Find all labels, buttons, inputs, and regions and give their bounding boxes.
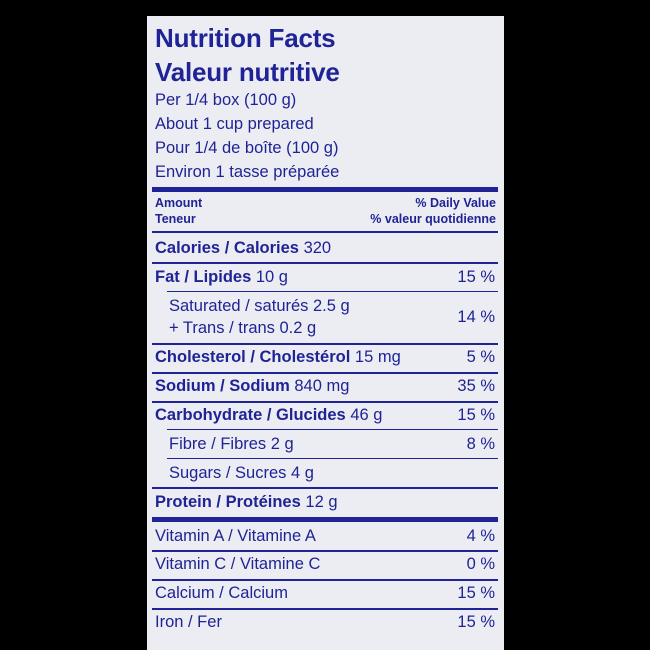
carbohydrate-amount: 46 g bbox=[350, 406, 383, 424]
rule-fat bbox=[167, 291, 498, 292]
rule-calories bbox=[152, 262, 498, 264]
rule-sugars bbox=[152, 487, 498, 489]
carbohydrate-row: Carbohydrate / Glucides 46 g 15 % bbox=[155, 405, 495, 425]
vitamin-a-label: Vitamin A / Vitamine A bbox=[155, 527, 316, 545]
rule-cholesterol bbox=[152, 372, 498, 374]
vitamin-c-dv: 0 % bbox=[466, 555, 495, 573]
rule-sodium bbox=[152, 401, 498, 403]
vitamin-a-row: Vitamin A / Vitamine A 4 % bbox=[155, 526, 495, 546]
calcium-label: Calcium / Calcium bbox=[155, 584, 288, 602]
cholesterol-amount: 15 mg bbox=[354, 348, 401, 366]
saturated-line: Saturated / saturés 2.5 g bbox=[169, 297, 350, 315]
thick-rule-vitamins bbox=[152, 517, 498, 522]
sodium-amount: 840 mg bbox=[294, 377, 350, 395]
calories-row: Calories / Calories 320 bbox=[155, 238, 495, 258]
iron-label: Iron / Fer bbox=[155, 613, 222, 631]
rule-vitamin-a bbox=[152, 550, 498, 552]
sugars-label: Sugars / Sucres 4 g bbox=[169, 464, 314, 482]
fat-row: Fat / Lipides 10 g 15 % bbox=[155, 267, 495, 287]
fat-label: Fat / Lipides bbox=[155, 268, 252, 286]
serving-cups-fr: Environ 1 tasse préparée bbox=[155, 163, 340, 181]
rule-calcium bbox=[152, 608, 498, 610]
header-dv-en: % Daily Value bbox=[415, 196, 496, 210]
header-amount-row: Amount % Daily Value bbox=[155, 196, 496, 211]
header-dv-fr: % valeur quotidienne bbox=[370, 212, 496, 226]
calories-value: 320 bbox=[303, 239, 332, 257]
serving-cups-en: About 1 cup prepared bbox=[155, 115, 314, 133]
thick-rule-top bbox=[152, 187, 498, 192]
rule-fibre bbox=[167, 458, 498, 459]
rule-saturated bbox=[152, 343, 498, 345]
sugars-row: Sugars / Sucres 4 g bbox=[169, 463, 495, 483]
fat-amount: 10 g bbox=[255, 268, 288, 286]
cholesterol-label: Cholesterol / Cholestérol bbox=[155, 348, 351, 366]
protein-row: Protein / Protéines 12 g bbox=[155, 492, 495, 512]
fibre-dv: 8 % bbox=[466, 435, 495, 453]
title-french: Valeur nutritive bbox=[155, 57, 340, 87]
saturated-row: Saturated / saturés 2.5 g + Trans / tran… bbox=[169, 295, 495, 339]
rule-carbohydrate bbox=[167, 429, 498, 430]
rule-header bbox=[152, 231, 498, 233]
carbohydrate-dv: 15 % bbox=[457, 406, 495, 424]
sodium-label: Sodium / Sodium bbox=[155, 377, 290, 395]
cholesterol-row: Cholesterol / Cholestérol 15 mg 5 % bbox=[155, 347, 495, 367]
calcium-row: Calcium / Calcium 15 % bbox=[155, 583, 495, 603]
sodium-row: Sodium / Sodium 840 mg 35 % bbox=[155, 376, 495, 396]
nutrition-facts-panel: Nutrition Facts Valeur nutritive Per 1/4… bbox=[147, 16, 504, 650]
rule-vitamin-c bbox=[152, 579, 498, 581]
header-amount-fr: Teneur bbox=[155, 212, 196, 226]
protein-label: Protein / Protéines bbox=[155, 493, 301, 511]
header-teneur-row: Teneur % valeur quotidienne bbox=[155, 212, 496, 227]
trans-line: + Trans / trans 0.2 g bbox=[169, 319, 317, 337]
vitamin-a-dv: 4 % bbox=[466, 527, 495, 545]
cholesterol-dv: 5 % bbox=[466, 348, 495, 366]
carbohydrate-label: Carbohydrate / Glucides bbox=[155, 406, 346, 424]
header-amount-en: Amount bbox=[155, 196, 203, 210]
saturated-dv: 14 % bbox=[457, 308, 495, 326]
fibre-row: Fibre / Fibres 2 g 8 % bbox=[169, 434, 495, 454]
title-english: Nutrition Facts bbox=[155, 23, 336, 53]
iron-row: Iron / Fer 15 % bbox=[155, 612, 495, 632]
calories-label: Calories / Calories bbox=[155, 239, 299, 257]
serving-size-fr: Pour 1/4 de boîte (100 g) bbox=[155, 139, 339, 157]
vitamin-c-label: Vitamin C / Vitamine C bbox=[155, 555, 321, 573]
iron-dv: 15 % bbox=[457, 613, 495, 631]
serving-size-en: Per 1/4 box (100 g) bbox=[155, 91, 297, 109]
vitamin-c-row: Vitamin C / Vitamine C 0 % bbox=[155, 554, 495, 574]
fibre-label: Fibre / Fibres 2 g bbox=[169, 435, 294, 453]
protein-amount: 12 g bbox=[305, 493, 338, 511]
sodium-dv: 35 % bbox=[457, 377, 495, 395]
calcium-dv: 15 % bbox=[457, 584, 495, 602]
fat-dv: 15 % bbox=[457, 268, 495, 286]
